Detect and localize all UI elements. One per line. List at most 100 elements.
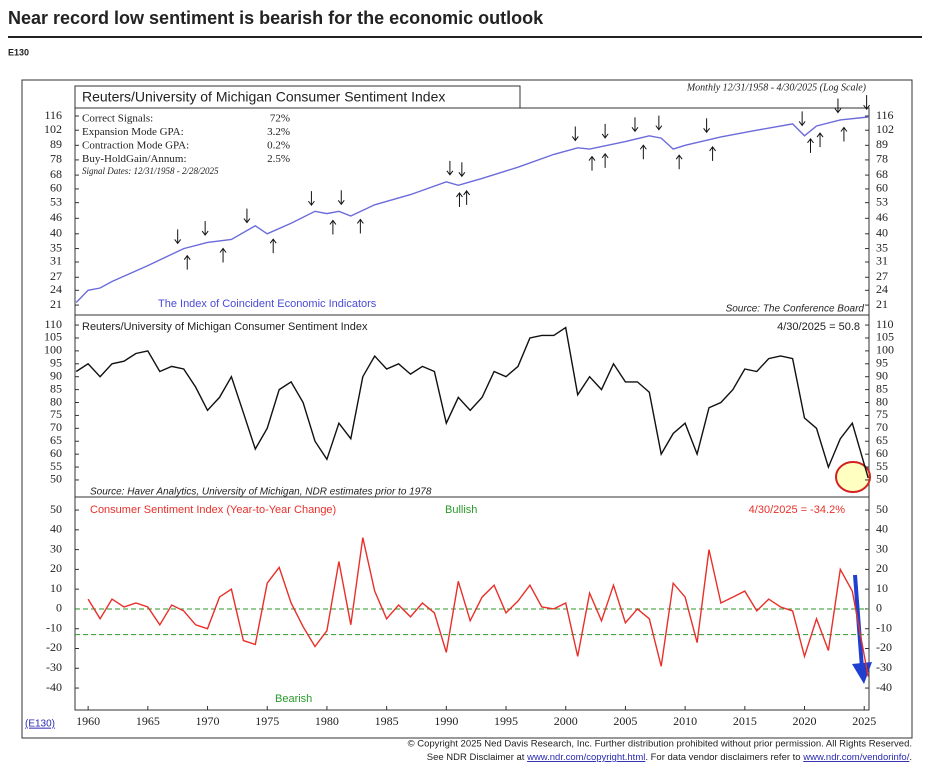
x-tick-label: 2020 xyxy=(793,714,817,728)
sell-signal xyxy=(201,221,209,236)
y2-tick-label: 110 xyxy=(876,317,894,331)
buy-signal xyxy=(183,254,191,270)
sell-signal xyxy=(308,191,315,206)
y-tick-label: 89 xyxy=(50,137,62,151)
buy-signal xyxy=(463,190,471,205)
y2-tick-label: 105 xyxy=(876,330,894,344)
y2-tick-label: 95 xyxy=(876,356,888,370)
link[interactable]: www.ndr.com/vendorinfo/ xyxy=(802,752,909,763)
signal-head xyxy=(834,108,842,114)
buy-signal xyxy=(816,132,824,148)
y-tick-label: -20 xyxy=(46,640,62,654)
y2-tick-label: 35 xyxy=(876,240,888,254)
y2-tick-label: -30 xyxy=(876,660,892,674)
signal-head xyxy=(329,219,337,225)
y2-tick-label: 100 xyxy=(876,343,894,357)
signal-head xyxy=(243,218,251,224)
y2-tick-label: 53 xyxy=(876,194,888,208)
y-tick-label: 46 xyxy=(50,210,62,224)
sell-signal xyxy=(243,208,251,224)
buy-signal xyxy=(807,138,814,153)
signal-head xyxy=(356,218,364,224)
y2-tick-label: 30 xyxy=(876,541,888,555)
stat-label: Buy-HoldGain/Annum: xyxy=(82,153,187,165)
link[interactable]: www.ndr.com/copyright.html xyxy=(526,752,645,763)
x-tick-label: 1965 xyxy=(136,714,160,728)
signal-head xyxy=(183,254,191,260)
y-tick-label: 10 xyxy=(50,581,62,595)
disclaimer: See NDR Disclaimer at www.ndr.com/copyri… xyxy=(427,752,912,763)
disclaimer-text: . For data vendor disclaimers refer to xyxy=(645,752,803,763)
y2-tick-label: 0 xyxy=(876,601,882,615)
signal-head xyxy=(840,126,848,132)
y2-tick-label: 60 xyxy=(876,446,888,460)
sell-signal xyxy=(834,98,842,114)
y-tick-label: 0 xyxy=(56,601,62,615)
y-tick-label: 75 xyxy=(50,407,62,421)
signal-head xyxy=(601,133,609,139)
buy-signal xyxy=(840,126,848,142)
signal-head xyxy=(703,127,711,134)
copyright: © Copyright 2025 Ned Davis Research, Inc… xyxy=(408,739,912,750)
code-link[interactable]: (E130) xyxy=(25,719,55,730)
sell-signal xyxy=(703,118,711,134)
y-tick-label: -10 xyxy=(46,620,62,634)
y2-tick-label: 78 xyxy=(876,152,888,166)
y2-tick-label: 85 xyxy=(876,381,888,395)
signal-head xyxy=(798,121,806,127)
series-label: The Index of Coincident Economic Indicat… xyxy=(158,298,377,310)
panel-title: Reuters/University of Michigan Consumer … xyxy=(82,89,445,105)
x-tick-label: 2025 xyxy=(852,714,876,728)
source: Source: Haver Analytics, University of M… xyxy=(90,487,432,498)
stat-label: Expansion Mode GPA: xyxy=(82,126,184,138)
y-tick-label: 100 xyxy=(44,343,62,357)
y-tick-label: 102 xyxy=(44,122,62,136)
signal-head xyxy=(337,199,345,206)
y2-tick-label: 21 xyxy=(876,297,888,311)
y-tick-label: 55 xyxy=(50,459,62,473)
signal-head xyxy=(308,200,315,206)
y-tick-label: 50 xyxy=(50,502,62,516)
y-tick-label: 105 xyxy=(44,330,62,344)
y-tick-label: 30 xyxy=(50,541,62,555)
sell-signal xyxy=(798,111,806,127)
buy-signal xyxy=(356,218,364,234)
x-tick-label: 1975 xyxy=(255,714,279,728)
y2-tick-label: 24 xyxy=(876,282,888,296)
y2-tick-label: 89 xyxy=(876,137,888,151)
signal-head xyxy=(655,125,663,131)
sell-signal xyxy=(446,160,454,176)
stat-label: Correct Signals: xyxy=(82,113,153,125)
y-tick-label: 65 xyxy=(50,433,62,447)
x-tick-label: 2000 xyxy=(554,714,578,728)
y-tick-label: 31 xyxy=(50,254,62,268)
stat-value: 0.2% xyxy=(267,140,290,152)
highlight-circle xyxy=(835,461,871,493)
y2-tick-label: 75 xyxy=(876,407,888,421)
y-tick-label: 40 xyxy=(50,522,62,536)
y-tick-label: 110 xyxy=(44,317,62,331)
y-tick-label: 116 xyxy=(44,108,62,122)
y-tick-label: 40 xyxy=(50,226,62,240)
buy-signal xyxy=(675,154,683,170)
signal-head xyxy=(269,238,277,244)
y2-tick-label: 27 xyxy=(876,269,888,283)
x-tick-label: 2005 xyxy=(613,714,637,728)
y2-tick-label: 90 xyxy=(876,368,888,382)
y2-tick-label: 80 xyxy=(876,394,888,408)
signal-head xyxy=(631,127,639,133)
y2-tick-label: 46 xyxy=(876,210,888,224)
y-tick-label: 35 xyxy=(50,240,62,254)
panel-title: Consumer Sentiment Index (Year-to-Year C… xyxy=(90,504,336,516)
series-line xyxy=(75,116,869,303)
signal-dates: Signal Dates: 12/31/1958 - 2/28/2025 xyxy=(82,166,219,176)
y2-tick-label: 50 xyxy=(876,502,888,516)
last-value: 4/30/2025 = 50.8 xyxy=(777,321,860,333)
x-tick-label: 2015 xyxy=(733,714,757,728)
signal-head xyxy=(601,153,609,159)
panel-subtitle: Monthly 12/31/1958 - 4/30/2025 (Log Scal… xyxy=(686,82,867,93)
y-tick-label: 24 xyxy=(50,282,62,296)
sell-signal xyxy=(458,162,466,178)
signal-head xyxy=(456,192,463,198)
